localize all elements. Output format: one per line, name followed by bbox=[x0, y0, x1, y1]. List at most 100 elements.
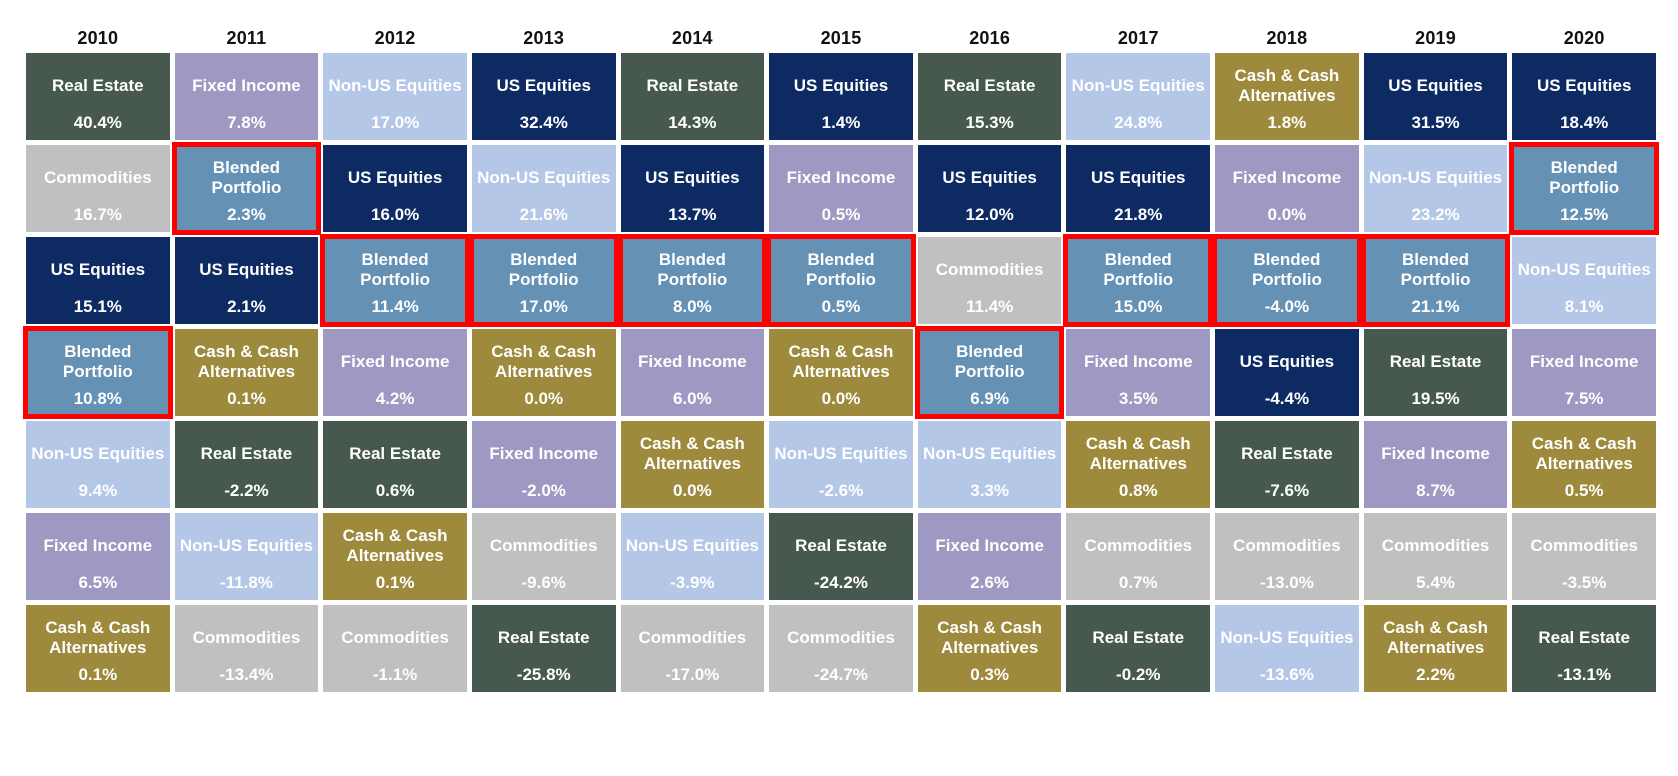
return-value: 0.0% bbox=[672, 481, 712, 500]
return-cell-2015-rank2: Fixed Income 0.5% bbox=[769, 145, 913, 232]
year-header-2020: 2020 bbox=[1563, 28, 1605, 48]
return-value: 0.0% bbox=[1267, 205, 1307, 224]
return-value: -17.0% bbox=[665, 665, 720, 684]
return-cell-2018-rank4: US Equities -4.4% bbox=[1215, 329, 1359, 416]
return-value: -25.8% bbox=[516, 665, 571, 684]
return-value: 7.8% bbox=[227, 113, 266, 132]
asset-label: US Equities bbox=[645, 167, 740, 187]
return-cell-2016-rank1: Real Estate 15.3% bbox=[917, 53, 1062, 140]
return-cell-2020-rank6: Commodities -3.5% bbox=[1512, 513, 1656, 600]
return-cell-2012-rank6: Cash & Cash Alternatives 0.1% bbox=[323, 513, 467, 600]
return-value: -7.6% bbox=[1264, 481, 1310, 500]
return-cell-2017-rank4: Fixed Income 3.5% bbox=[1066, 329, 1211, 416]
asset-label: Blended Portfolio bbox=[62, 341, 133, 381]
return-value: 7.5% bbox=[1564, 389, 1604, 408]
asset-label: Fixed Income bbox=[192, 75, 301, 95]
return-value: 2.3% bbox=[227, 205, 266, 224]
asset-label: Real Estate bbox=[1092, 627, 1185, 647]
asset-label: Non-US Equities bbox=[1517, 259, 1651, 279]
return-value: 3.5% bbox=[1118, 389, 1158, 408]
return-cell-2019-rank3: Blended Portfolio 21.1% bbox=[1360, 234, 1511, 327]
asset-label: Non-US Equities bbox=[179, 535, 314, 555]
return-value: 16.7% bbox=[73, 205, 122, 224]
asset-label: Commodities bbox=[192, 627, 301, 647]
asset-label: Blended Portfolio bbox=[360, 249, 431, 289]
asset-label: Blended Portfolio bbox=[657, 249, 728, 289]
return-cell-2010-rank2: Commodities 16.7% bbox=[26, 145, 170, 232]
return-cell-2010-rank6: Fixed Income 6.5% bbox=[26, 513, 170, 600]
return-value: 0.5% bbox=[821, 205, 861, 224]
asset-label: Blended Portfolio bbox=[211, 157, 282, 197]
return-cell-2020-rank3: Non-US Equities 8.1% bbox=[1512, 237, 1656, 324]
return-cell-2018-rank2: Fixed Income 0.0% bbox=[1215, 145, 1359, 232]
return-cell-2010-rank7: Cash & Cash Alternatives 0.1% bbox=[26, 605, 170, 692]
return-value: 0.1% bbox=[78, 665, 118, 684]
return-cell-2016-rank6: Fixed Income 2.6% bbox=[917, 513, 1062, 600]
return-cell-2012-rank5: Real Estate 0.6% bbox=[323, 421, 467, 508]
return-cell-2015-rank4: Cash & Cash Alternatives 0.0% bbox=[769, 329, 913, 416]
return-cell-2014-rank7: Commodities -17.0% bbox=[620, 605, 765, 692]
asset-label: Commodities bbox=[787, 627, 895, 647]
return-value: 5.4% bbox=[1416, 573, 1455, 592]
asset-label: US Equities bbox=[347, 167, 443, 187]
asset-label: US Equities bbox=[1239, 351, 1335, 371]
return-cell-2012-rank3: Blended Portfolio 11.4% bbox=[320, 234, 470, 327]
asset-label: Blended Portfolio bbox=[1549, 157, 1620, 197]
return-value: 19.5% bbox=[1411, 389, 1460, 408]
return-cell-2019-rank1: US Equities 31.5% bbox=[1363, 53, 1508, 140]
return-cell-2020-rank2: Blended Portfolio 12.5% bbox=[1509, 142, 1659, 235]
year-header-2018: 2018 bbox=[1266, 28, 1308, 48]
return-value: 18.4% bbox=[1560, 113, 1609, 132]
return-value: 2.1% bbox=[227, 297, 266, 316]
asset-label: Real Estate bbox=[200, 443, 293, 463]
return-value: 3.3% bbox=[970, 481, 1009, 500]
return-value: 0.3% bbox=[970, 665, 1009, 684]
return-cell-2018-rank5: Real Estate -7.6% bbox=[1215, 421, 1359, 508]
return-value: 0.8% bbox=[1118, 481, 1158, 500]
asset-label: Real Estate bbox=[795, 535, 887, 555]
return-value: -1.1% bbox=[372, 665, 418, 684]
return-cell-2010-rank1: Real Estate 40.4% bbox=[26, 53, 170, 140]
asset-label: Real Estate bbox=[1538, 627, 1631, 647]
asset-label: Cash & Cash Alternatives bbox=[1531, 433, 1637, 473]
return-value: 24.8% bbox=[1114, 113, 1163, 132]
asset-label: Real Estate bbox=[943, 75, 1036, 95]
return-value: 0.1% bbox=[375, 573, 415, 592]
return-cell-2019-rank2: Non-US Equities 23.2% bbox=[1363, 145, 1508, 232]
return-value: 0.6% bbox=[375, 481, 415, 500]
return-cell-2010-rank5: Non-US Equities 9.4% bbox=[26, 421, 170, 508]
asset-label: Non-US Equities bbox=[477, 167, 611, 187]
asset-label: Non-US Equities bbox=[1368, 167, 1503, 187]
asset-label: Cash & Cash Alternatives bbox=[194, 341, 299, 381]
return-cell-2011-rank6: Non-US Equities -11.8% bbox=[174, 513, 319, 600]
return-value: 17.0% bbox=[519, 297, 568, 316]
return-value: 4.2% bbox=[375, 389, 415, 408]
return-value: -2.6% bbox=[818, 481, 864, 500]
return-value: 21.6% bbox=[519, 205, 568, 224]
return-value: 32.4% bbox=[519, 113, 568, 132]
quilt-container: 2010 2011 2012 2013 2014 2015 2016 2017 2018 2019… bbox=[23, 28, 1659, 692]
return-cell-2018-rank3: Blended Portfolio -4.0% bbox=[1212, 234, 1362, 327]
return-value: 21.8% bbox=[1114, 205, 1163, 224]
return-value: 0.1% bbox=[227, 389, 266, 408]
return-value: 17.0% bbox=[370, 113, 420, 132]
asset-label: Cash & Cash Alternatives bbox=[342, 525, 448, 565]
return-value: -0.2% bbox=[1116, 665, 1161, 684]
asset-label: Real Estate bbox=[349, 443, 441, 463]
return-cell-2014-rank1: Real Estate 14.3% bbox=[620, 53, 765, 140]
return-value: 2.6% bbox=[970, 573, 1009, 592]
return-value: -2.0% bbox=[521, 481, 566, 500]
return-value: 8.1% bbox=[1564, 297, 1604, 316]
return-cell-2013-rank2: Non-US Equities 21.6% bbox=[471, 145, 616, 232]
return-value: -13.1% bbox=[1557, 665, 1612, 684]
asset-label: Commodities bbox=[1084, 535, 1193, 555]
return-value: 0.5% bbox=[1564, 481, 1604, 500]
return-value: 6.9% bbox=[970, 389, 1009, 408]
return-value: 10.8% bbox=[73, 389, 122, 408]
asset-label: Blended Portfolio bbox=[1103, 249, 1174, 289]
return-cell-2014-rank2: US Equities 13.7% bbox=[620, 145, 765, 232]
asset-label: Non-US Equities bbox=[1071, 75, 1205, 95]
return-cell-2012-rank7: Commodities -1.1% bbox=[323, 605, 467, 692]
year-header-2010: 2010 bbox=[77, 28, 119, 48]
return-value: 0.7% bbox=[1118, 573, 1158, 592]
